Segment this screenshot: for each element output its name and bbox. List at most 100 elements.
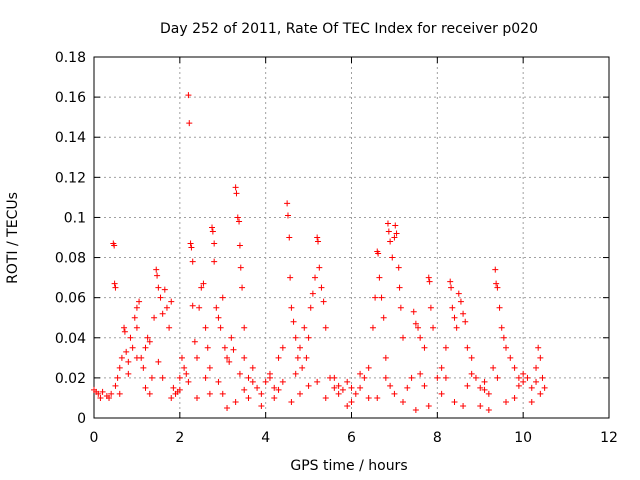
data-point xyxy=(533,378,540,385)
data-point xyxy=(206,390,213,397)
data-point xyxy=(524,374,531,381)
data-point xyxy=(449,304,456,311)
data-point xyxy=(537,354,544,361)
data-point xyxy=(159,374,166,381)
data-point xyxy=(481,378,488,385)
data-point xyxy=(241,386,248,393)
data-point xyxy=(395,264,402,271)
data-point xyxy=(236,242,243,249)
data-point xyxy=(271,384,278,391)
data-point xyxy=(286,234,293,241)
data-point xyxy=(155,358,162,365)
data-point xyxy=(279,344,286,351)
data-point xyxy=(258,402,265,409)
data-point xyxy=(361,374,368,381)
data-point xyxy=(170,384,177,391)
data-point xyxy=(188,244,195,251)
data-point xyxy=(142,384,149,391)
data-point xyxy=(221,344,228,351)
data-point xyxy=(462,318,469,325)
data-point xyxy=(397,304,404,311)
data-point xyxy=(417,370,424,377)
data-point xyxy=(539,374,546,381)
data-point xyxy=(116,364,123,371)
data-point xyxy=(493,280,500,287)
data-point xyxy=(376,274,383,281)
y-tick-label: 0.1 xyxy=(64,210,86,226)
data-point xyxy=(155,284,162,291)
data-point xyxy=(331,384,338,391)
data-point xyxy=(230,346,237,353)
data-point xyxy=(472,374,479,381)
data-point xyxy=(237,264,244,271)
data-point xyxy=(275,354,282,361)
data-point xyxy=(389,254,396,261)
data-point xyxy=(498,324,505,331)
data-point xyxy=(404,384,411,391)
data-point xyxy=(217,324,224,331)
data-point xyxy=(374,394,381,401)
data-point xyxy=(271,394,278,401)
data-point xyxy=(194,394,200,401)
data-point xyxy=(425,274,432,281)
data-point xyxy=(421,382,428,389)
data-point xyxy=(316,264,323,271)
data-point xyxy=(178,354,185,361)
data-point xyxy=(194,354,200,361)
data-point xyxy=(520,370,527,377)
data-point xyxy=(224,354,231,361)
data-point xyxy=(357,370,364,377)
data-point xyxy=(159,310,166,317)
data-point xyxy=(541,384,548,391)
data-point xyxy=(154,272,161,279)
data-point xyxy=(176,386,183,393)
data-point xyxy=(95,390,102,397)
data-point xyxy=(168,298,175,305)
data-point xyxy=(312,274,319,281)
y-tick-label: 0.18 xyxy=(55,50,86,66)
x-tick-label: 0 xyxy=(90,430,99,446)
data-point xyxy=(245,394,252,401)
data-point xyxy=(187,240,194,247)
data-point xyxy=(148,374,155,381)
data-point xyxy=(249,378,256,385)
data-point xyxy=(226,358,233,365)
data-point xyxy=(494,374,501,381)
points-layer xyxy=(91,92,548,413)
data-point xyxy=(183,370,190,377)
data-point xyxy=(111,280,118,287)
data-point xyxy=(233,190,240,197)
data-point xyxy=(507,354,514,361)
data-point xyxy=(477,384,484,391)
data-point xyxy=(391,390,398,397)
x-tick-label: 10 xyxy=(514,430,532,446)
data-point xyxy=(168,394,175,401)
data-point xyxy=(430,324,437,331)
data-point xyxy=(438,390,445,397)
data-point xyxy=(185,92,192,99)
data-point xyxy=(258,390,265,397)
data-point xyxy=(108,390,115,397)
data-point xyxy=(211,258,218,265)
data-point xyxy=(391,234,398,241)
data-point xyxy=(232,398,239,405)
data-point xyxy=(196,304,203,311)
data-point xyxy=(451,314,458,321)
data-point xyxy=(485,406,492,413)
data-point xyxy=(125,370,132,377)
data-point xyxy=(288,304,295,311)
data-point xyxy=(163,304,170,311)
data-point xyxy=(511,364,518,371)
data-point xyxy=(468,354,475,361)
data-point xyxy=(457,298,464,305)
data-point xyxy=(393,230,400,237)
data-point xyxy=(241,324,248,331)
data-point xyxy=(455,290,462,297)
data-point xyxy=(427,304,434,311)
data-point xyxy=(348,384,355,391)
y-tick-label: 0.14 xyxy=(55,130,86,146)
data-point xyxy=(204,344,211,351)
data-point xyxy=(111,242,118,249)
data-point xyxy=(412,320,419,327)
data-point xyxy=(290,318,297,325)
